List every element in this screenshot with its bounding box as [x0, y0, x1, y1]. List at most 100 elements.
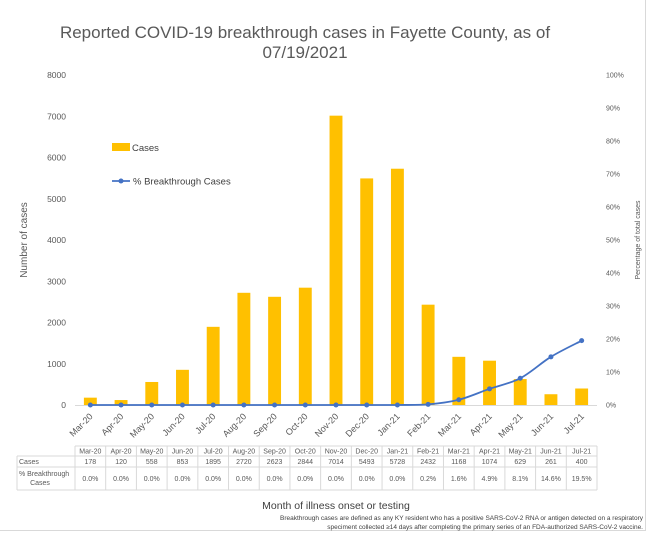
y2-tick-label: 80% — [606, 139, 620, 146]
x-category-label: Nov-20 — [313, 411, 341, 439]
point-pct-Mar-20 — [87, 402, 93, 408]
table-cell-pct: 0.0% — [174, 476, 190, 483]
table-cell-cases: 1074 — [482, 459, 498, 466]
x-category-label: Jul-20 — [193, 411, 217, 435]
bar-cases-Oct-20 — [298, 287, 312, 405]
table-cell-cases: 558 — [146, 459, 158, 466]
bar-cases-Feb-21 — [421, 304, 435, 405]
table-cell-cases: 2623 — [267, 459, 283, 466]
table-cell-pct: 0.0% — [267, 476, 283, 483]
x-category-label: Oct-20 — [284, 411, 310, 437]
point-pct-Nov-20 — [333, 402, 339, 408]
bar-cases-Apr-21 — [483, 360, 496, 405]
table-header-cell: Jun-21 — [540, 449, 562, 456]
bar-cases-Mar-20 — [83, 397, 97, 405]
table-cell-cases: 120 — [115, 459, 127, 466]
table-cell-pct: 0.0% — [113, 476, 129, 483]
x-category-label: Mar-20 — [68, 411, 95, 438]
y-tick-label: 8000 — [47, 70, 66, 80]
table-header-cell: Nov-20 — [325, 449, 348, 456]
table-header-cell: Mar-21 — [448, 449, 470, 456]
x-category-label: Sep-20 — [251, 411, 279, 439]
table-header-cell: Oct-20 — [295, 449, 316, 456]
bar-cases-Nov-20 — [329, 115, 343, 406]
table-cell-pct: 4.9% — [482, 476, 498, 483]
x-category-label: Jan-21 — [375, 411, 402, 438]
table-header-cell: Aug-20 — [233, 449, 256, 456]
table-header-cell: May-20 — [140, 449, 163, 456]
x-category-label: Apr-20 — [99, 411, 125, 437]
point-pct-Jan-21 — [394, 402, 400, 408]
x-category-label: Jun-20 — [160, 411, 187, 438]
table-row-label-pct-line1: % Breakthrough — [19, 471, 69, 478]
y2-tick-label: 70% — [606, 172, 620, 179]
point-pct-Dec-20 — [364, 402, 370, 408]
bar-cases-Sep-20 — [268, 296, 282, 405]
table-header-cell: Apr-20 — [111, 449, 132, 456]
table-cell-pct: 14.6% — [541, 476, 561, 483]
table-cell-cases: 5728 — [390, 459, 406, 466]
x-category-label: May-20 — [128, 411, 156, 439]
table-cell-cases: 853 — [177, 459, 189, 466]
table-cell-pct: 0.0% — [236, 476, 252, 483]
y2-tick-label: 10% — [606, 370, 620, 377]
point-pct-Mar-21 — [456, 397, 462, 403]
y-tick-label: 1000 — [47, 359, 66, 369]
table-cell-cases: 1168 — [451, 459, 466, 466]
table-header-cell: Apr-21 — [479, 449, 500, 456]
y2-tick-label: 60% — [606, 205, 620, 212]
table-header-cell: May-21 — [509, 449, 532, 456]
chart-frame — [0, 0, 646, 531]
table-cell-cases: 5493 — [359, 459, 375, 466]
point-pct-Apr-21 — [487, 386, 493, 392]
point-pct-May-20 — [149, 402, 155, 408]
point-pct-Jun-20 — [179, 402, 185, 408]
table-cell-pct: 0.2% — [420, 476, 436, 483]
point-pct-Aug-20 — [241, 402, 247, 408]
y2-tick-label: 30% — [606, 304, 620, 311]
table-cell-pct: 19.5% — [572, 476, 592, 483]
table-cell-cases: 178 — [85, 459, 97, 466]
table-cell-pct: 0.0% — [205, 476, 221, 483]
table-cell-cases: 2844 — [298, 459, 314, 466]
point-pct-Oct-20 — [302, 402, 308, 408]
legend-swatch-cases — [112, 143, 130, 151]
table-header-cell: Jan-21 — [387, 449, 409, 456]
y-tick-label: 5000 — [47, 194, 66, 204]
bar-cases-Dec-20 — [360, 178, 374, 405]
table-cell-cases: 1895 — [205, 459, 221, 466]
table-header-cell: Jun-20 — [172, 449, 194, 456]
bar-cases-Jul-20 — [206, 326, 220, 405]
footnote-line-0: Breakthrough cases are defined as any KY… — [280, 515, 644, 522]
legend-swatch-marker — [118, 178, 124, 184]
y-tick-label: 4000 — [47, 235, 66, 245]
bar-cases-May-21 — [513, 379, 527, 405]
point-pct-Jul-21 — [579, 338, 585, 344]
y-tick-label: 6000 — [47, 153, 66, 163]
table-cell-pct: 0.0% — [82, 476, 98, 483]
x-category-label: Jul-21 — [562, 411, 586, 435]
y2-tick-label: 50% — [606, 238, 620, 245]
table-header-cell: Jul-20 — [204, 449, 223, 456]
table-row-label-cases: Cases — [19, 459, 39, 466]
x-category-label: Aug-20 — [221, 411, 249, 439]
table-cell-cases: 7014 — [328, 459, 344, 466]
y2-tick-label: 90% — [606, 106, 620, 113]
table-cell-pct: 0.0% — [359, 476, 375, 483]
table-header-cell: Dec-20 — [355, 449, 378, 456]
y2-tick-label: 100% — [606, 73, 624, 80]
bar-cases-Jun-21 — [544, 394, 558, 405]
legend-label-cases: Cases — [132, 143, 159, 154]
x-category-label: Apr-21 — [468, 411, 494, 437]
y-axis-title: Number of cases — [19, 202, 30, 278]
table-cell-cases: 629 — [514, 459, 526, 466]
legend-label-pct: % Breakthrough Cases — [133, 177, 231, 188]
y2-tick-label: 40% — [606, 271, 620, 278]
point-pct-Jul-20 — [210, 402, 216, 408]
table-row-label-pct-line2: Cases — [30, 480, 50, 487]
table-cell-cases: 400 — [576, 459, 588, 466]
point-pct-Jun-21 — [548, 354, 554, 360]
table-header-cell: Mar-20 — [79, 449, 101, 456]
table-cell-cases: 261 — [545, 459, 557, 466]
